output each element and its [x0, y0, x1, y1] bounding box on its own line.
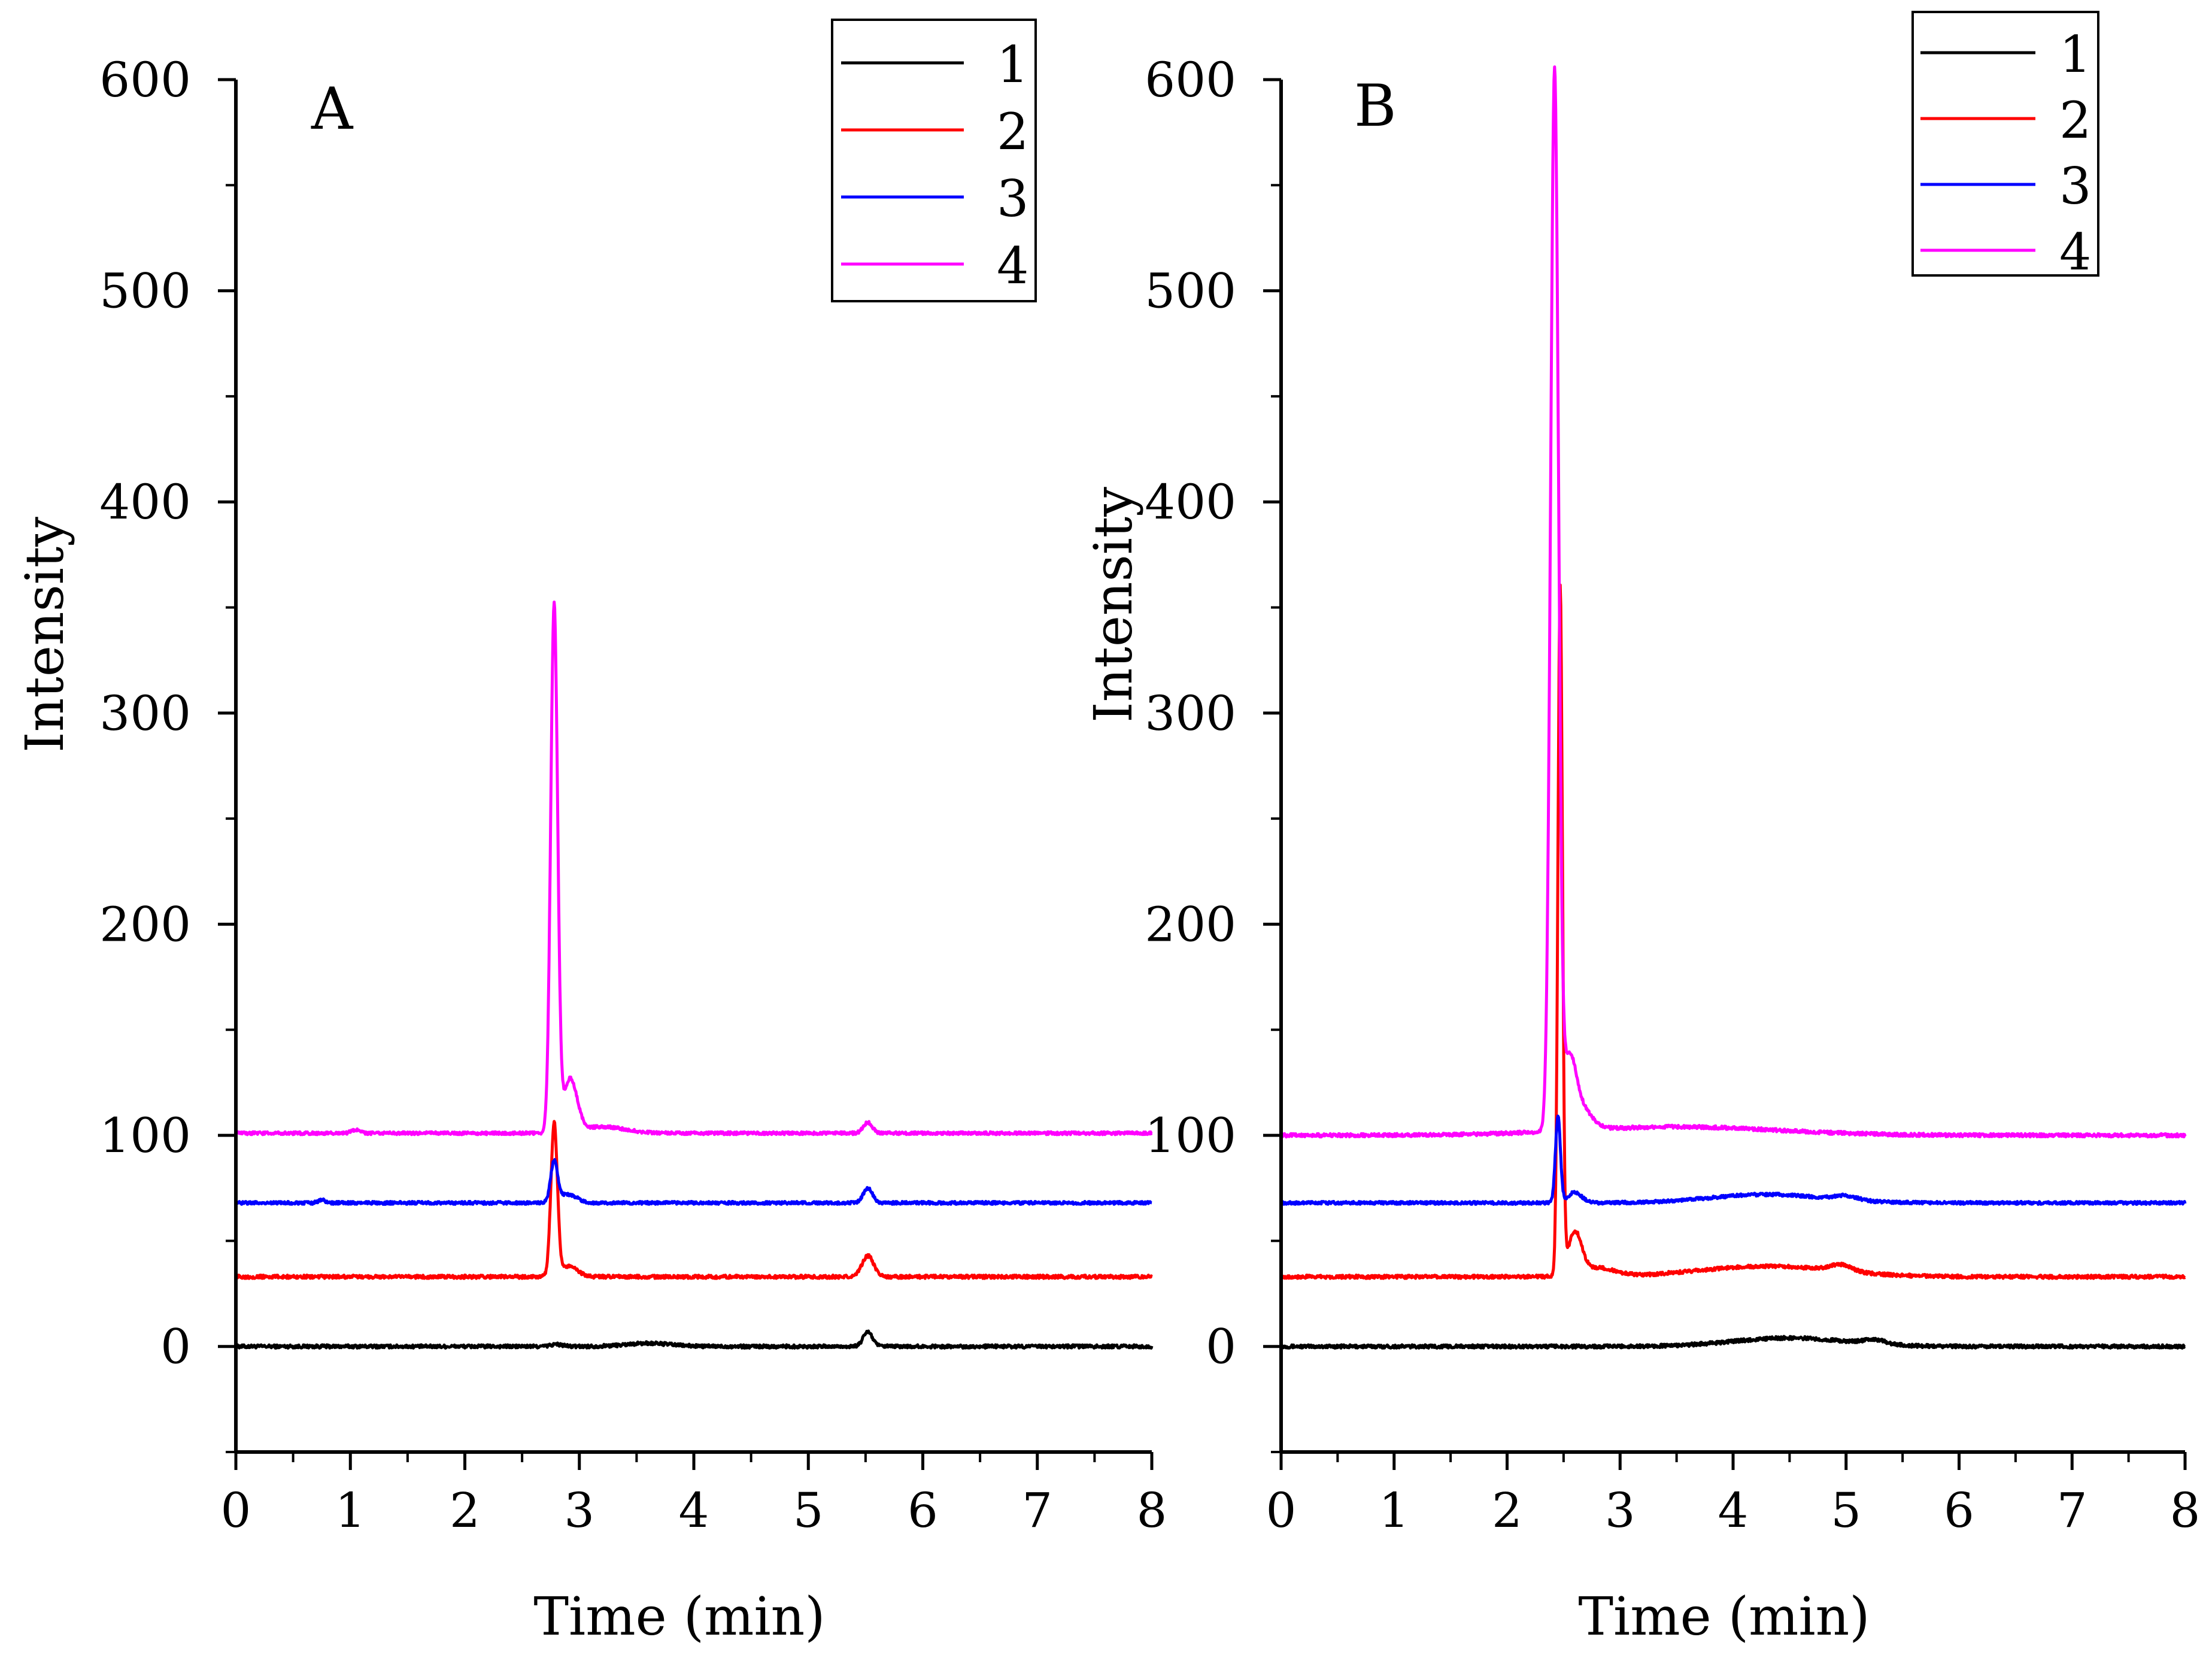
panel-label: B [1354, 72, 1397, 140]
x-tick-label: 5 [793, 1483, 824, 1538]
series-line-3 [234, 1158, 1153, 1206]
x-tick-label: 1 [335, 1483, 366, 1538]
legend-box [1911, 11, 2099, 277]
legend-label: 4 [997, 237, 1028, 295]
x-tick-label: 0 [221, 1483, 251, 1538]
y-tick-label: 500 [1145, 263, 1236, 319]
y-tick-label: 500 [99, 263, 191, 319]
y-tick-label: 0 [160, 1319, 191, 1375]
y-tick-label: 100 [1145, 1108, 1236, 1163]
y-tick-label: 400 [1145, 474, 1236, 530]
x-tick-label: 5 [1831, 1483, 1861, 1538]
panel-label: A [311, 75, 354, 143]
x-tick-label: 4 [679, 1483, 709, 1538]
legend-label: 2 [997, 102, 1028, 161]
x-ticks: 0 1 2 3 4 5 6 7 8 [221, 1452, 1167, 1538]
y-tick-label: 200 [99, 896, 191, 952]
chart-panel-a: 0 1 2 3 4 5 6 7 8 0 100 200 300 400 500 600 A Time (mi… [14, 19, 1167, 1647]
y-axis-title: Intensity [14, 517, 75, 753]
series-line-2 [234, 1120, 1153, 1280]
y-tick-label: 400 [99, 474, 191, 530]
x-tick-label: 7 [2057, 1483, 2087, 1538]
y-tick-label: 300 [99, 686, 191, 741]
series-line-4 [1279, 65, 2187, 1139]
x-tick-label: 3 [1605, 1483, 1636, 1538]
y-tick-label: 600 [99, 52, 191, 108]
chart-panel-b: 0 1 2 3 4 5 6 7 8 0 100 200 300 400 500 600 B Time (mi… [1082, 11, 2201, 1647]
x-tick-label: 6 [1944, 1483, 1974, 1538]
legend-label: 4 [2059, 223, 2091, 281]
y-tick-label: 0 [1206, 1319, 1236, 1375]
plot-area [1281, 80, 2185, 1452]
y-axis-title: Intensity [1082, 487, 1144, 723]
plot-area [236, 80, 1152, 1452]
x-ticks: 0 1 2 3 4 5 6 7 8 [1266, 1452, 2201, 1538]
legend-label: 3 [997, 169, 1028, 228]
x-tick-label: 1 [1379, 1483, 1409, 1538]
series-line-4 [234, 601, 1153, 1136]
x-tick-label: 7 [1022, 1483, 1052, 1538]
x-axis-title: Time (min) [533, 1586, 825, 1647]
x-tick-label: 2 [1492, 1483, 1522, 1538]
legend-items: 1 2 3 4 [1920, 25, 2091, 281]
y-ticks: 0 100 200 300 400 500 600 [99, 52, 236, 1453]
legend-label: 1 [2059, 25, 2091, 84]
x-axis-title: Time (min) [1578, 1586, 1870, 1647]
series-line-2 [1280, 583, 2186, 1280]
legend: 1 2 3 4 [1911, 11, 2099, 281]
series-layer [1279, 65, 2187, 1350]
y-tick-label: 300 [1145, 686, 1236, 741]
series-line-1 [234, 1329, 1154, 1350]
x-tick-label: 8 [2170, 1483, 2201, 1538]
y-tick-label: 200 [1145, 896, 1236, 952]
x-tick-label: 8 [1137, 1483, 1167, 1538]
x-tick-label: 2 [450, 1483, 480, 1538]
legend-items: 1 2 3 4 [841, 35, 1028, 295]
series-line-3 [1280, 1114, 2187, 1206]
y-tick-label: 600 [1145, 52, 1236, 108]
y-tick-label: 100 [99, 1108, 191, 1163]
x-tick-label: 3 [564, 1483, 594, 1538]
x-tick-label: 6 [908, 1483, 938, 1538]
series-layer [234, 601, 1154, 1350]
legend-label: 3 [2059, 157, 2091, 216]
legend-label: 2 [2059, 91, 2091, 150]
x-tick-label: 4 [1718, 1483, 1749, 1538]
y-ticks: 0 100 200 300 400 500 600 [1145, 52, 1281, 1453]
legend-label: 1 [997, 35, 1028, 94]
legend-box [831, 19, 1037, 302]
series-line-1 [1280, 1335, 2186, 1350]
legend: 1 2 3 4 [831, 19, 1037, 302]
x-tick-label: 0 [1266, 1483, 1297, 1538]
